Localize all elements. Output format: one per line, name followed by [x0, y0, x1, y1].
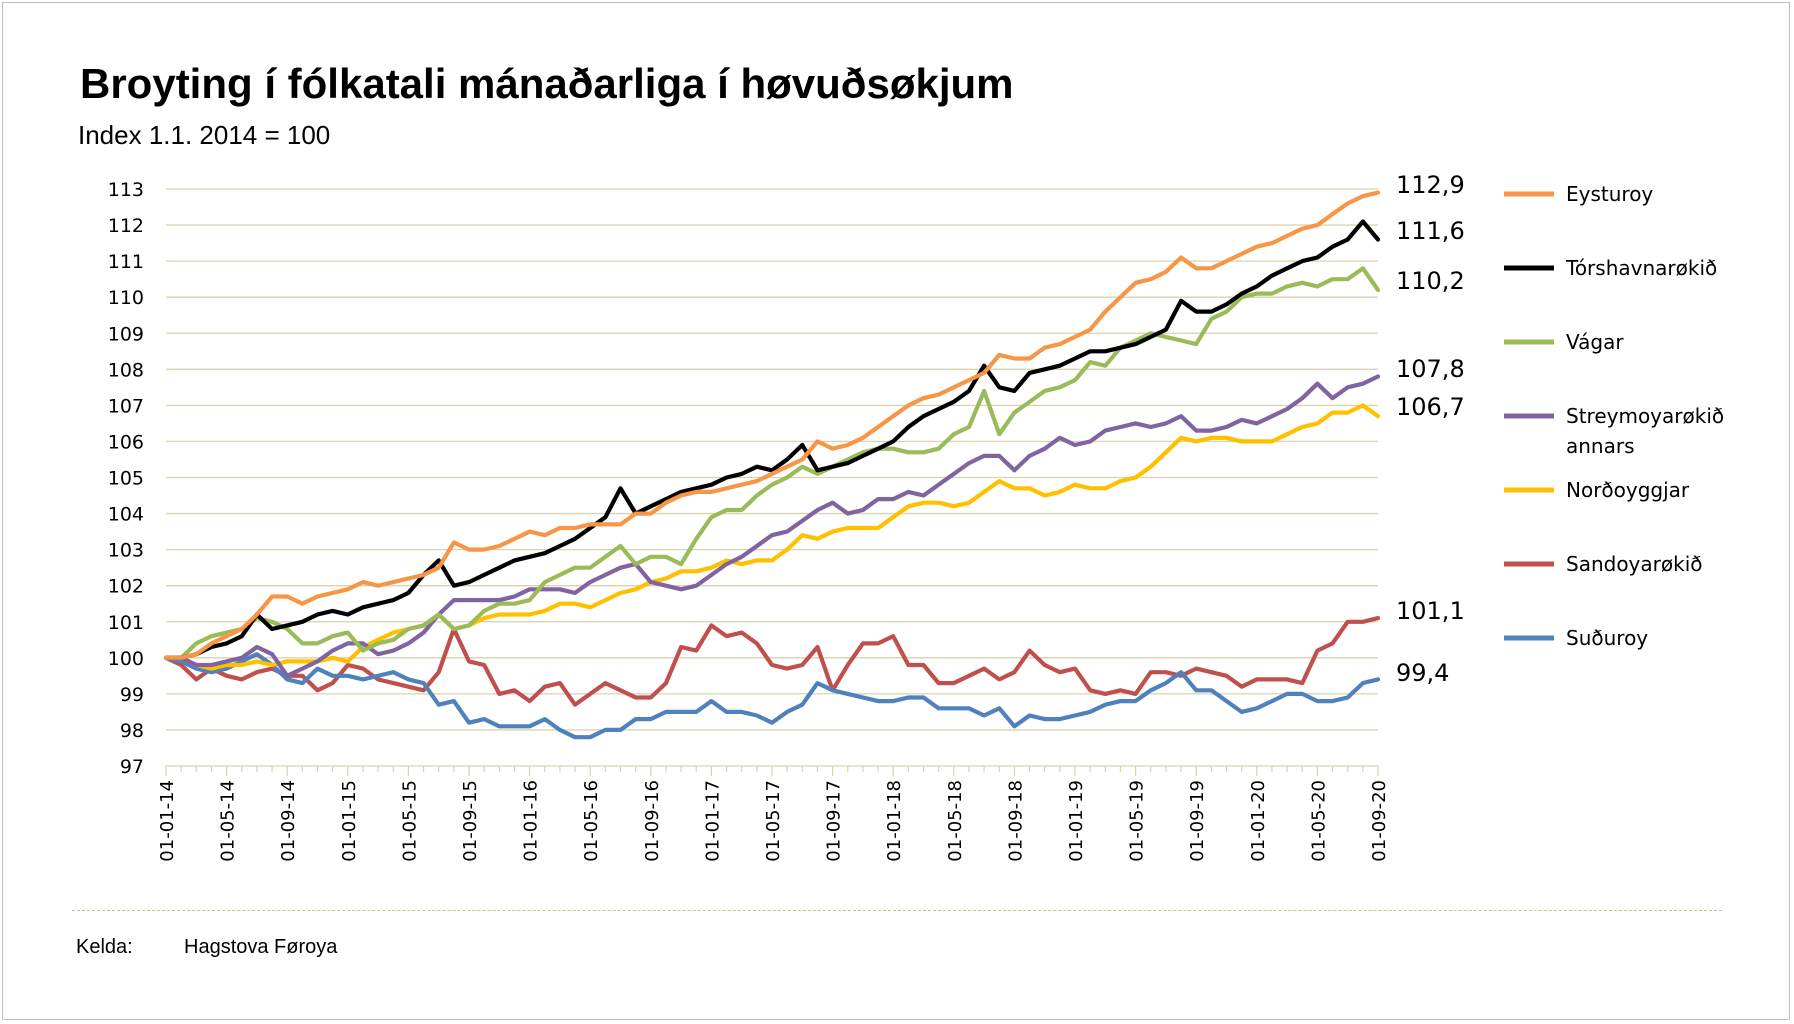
x-tick-label: 01-09-14 [278, 780, 299, 862]
end-value-label: 99,4 [1396, 659, 1449, 687]
y-tick-label: 112 [108, 215, 144, 237]
legend-label: Eysturoy [1566, 182, 1653, 206]
end-value-label: 110,2 [1396, 267, 1465, 295]
legend-label: Suðuroy [1566, 626, 1648, 650]
chart-subtitle: Index 1.1. 2014 = 100 [78, 120, 331, 150]
x-tick-label: 01-05-20 [1308, 780, 1329, 862]
x-tick-label: 01-01-15 [339, 780, 360, 862]
x-tick-label: 01-01-18 [884, 780, 905, 862]
x-tick-label: 01-05-16 [581, 780, 602, 862]
y-tick-label: 101 [108, 612, 144, 634]
y-tick-label: 107 [108, 395, 144, 417]
end-value-label: 107,8 [1396, 355, 1465, 383]
end-value-label: 106,7 [1396, 393, 1465, 421]
legend-label: Tórshavnarøkið [1565, 256, 1717, 280]
y-tick-label: 99 [120, 684, 144, 706]
series-line-2 [163, 266, 1381, 660]
x-tick-label: 01-01-19 [1066, 780, 1087, 862]
y-tick-label: 109 [108, 323, 144, 345]
x-tick-label: 01-09-18 [1005, 780, 1026, 862]
series-lines [163, 190, 1381, 740]
legend-label: Streymoyarøkið annars [1566, 404, 1724, 458]
end-value-label: 111,6 [1396, 217, 1465, 245]
x-tick-label: 01-09-19 [1187, 780, 1208, 862]
y-tick-label: 98 [120, 720, 144, 742]
legend-label: Vágar [1566, 330, 1624, 354]
x-tick-label: 01-01-20 [1248, 780, 1269, 862]
x-tick-label: 01-09-15 [460, 780, 481, 862]
y-tick-label: 110 [108, 287, 144, 309]
y-tick-label: 111 [108, 251, 144, 273]
x-tick-label: 01-05-14 [218, 780, 239, 862]
source-divider [72, 910, 1722, 911]
x-tick-label: 01-09-20 [1369, 780, 1390, 862]
source-label: Kelda: [76, 936, 133, 958]
gridlines [166, 188, 1378, 731]
y-tick-label: 102 [108, 576, 144, 598]
x-tick-label: 01-09-17 [824, 780, 845, 862]
end-value-label: 112,9 [1396, 171, 1465, 199]
x-tick-label: 01-01-16 [521, 780, 542, 862]
series-line-1 [163, 219, 1381, 660]
series-line-0 [163, 190, 1381, 660]
legend-label: Norðoyggjar [1566, 478, 1690, 502]
y-tick-label: 104 [108, 504, 144, 526]
y-tick-label: 108 [108, 359, 144, 381]
end-value-label: 101,1 [1396, 597, 1465, 625]
x-tick-label: 01-05-15 [399, 780, 420, 862]
y-tick-label: 97 [120, 756, 144, 778]
source-value: Hagstova Føroya [184, 936, 338, 958]
y-tick-label: 105 [108, 468, 144, 490]
y-tick-label: 113 [108, 179, 144, 201]
x-axis-ticks: 01-01-14 01-05-14 01-09-14 01-01-15 01-05-15… [157, 766, 1390, 862]
series-line-6 [163, 652, 1381, 740]
y-tick-label: 106 [108, 431, 144, 453]
x-tick-label: 01-05-17 [763, 780, 784, 862]
x-tick-label: 01-01-14 [157, 780, 178, 862]
x-tick-label: 01-05-18 [945, 780, 966, 862]
legend: Eysturoy Tórshavnarøkið Vágar Streymoyarøki… [1504, 182, 1724, 650]
x-tick-label: 01-01-17 [702, 780, 723, 862]
chart-title: Broyting í fólkatali mánaðarliga í høvuð… [80, 60, 1014, 107]
end-value-labels: 112,9 111,6 110,2 107,8 106,7 101,1 99,4 [1396, 171, 1465, 687]
x-tick-label: 01-05-19 [1127, 780, 1148, 862]
y-tick-label: 100 [108, 648, 144, 670]
x-tick-label: 01-09-16 [642, 780, 663, 862]
y-axis-ticks: 97 98 99 100 101 102 103 104 105 106 107 108 109 110 1… [108, 179, 144, 778]
legend-label: Sandoyarøkið [1566, 552, 1702, 576]
y-tick-label: 103 [108, 540, 144, 562]
